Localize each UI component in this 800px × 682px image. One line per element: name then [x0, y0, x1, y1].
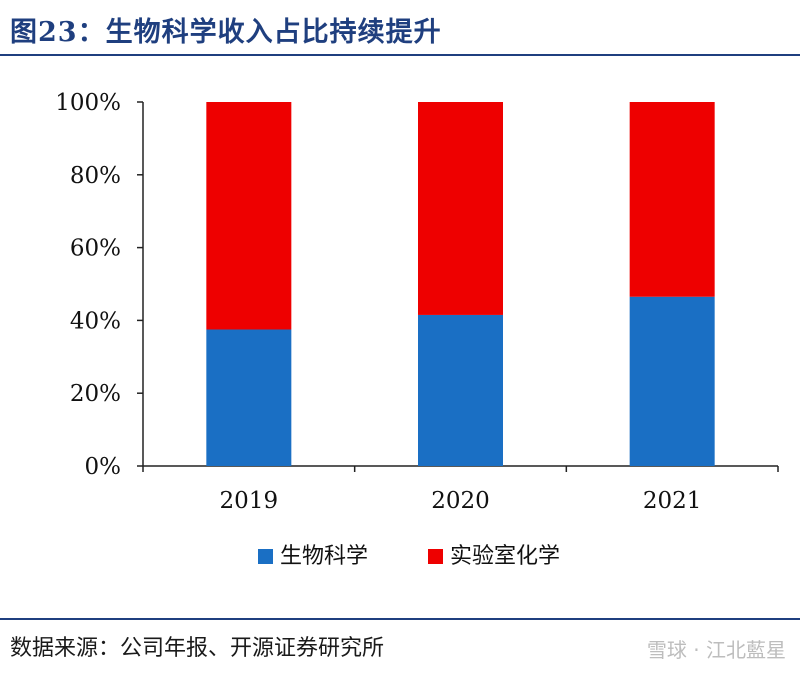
- legend-label: 实验室化学: [450, 544, 560, 569]
- bar-segment-2021-series2: [629, 102, 715, 297]
- y-tick-label: 100%: [55, 90, 121, 116]
- y-tick-label: 40%: [70, 308, 121, 334]
- x-category-label: 2020: [431, 488, 490, 514]
- legend-label: 生物科学: [280, 544, 368, 569]
- x-category-label: 2021: [643, 488, 702, 514]
- watermark: 雪球 · 江北藍星: [646, 638, 786, 662]
- y-tick-label: 20%: [70, 381, 121, 407]
- y-tick-label: 60%: [70, 236, 121, 262]
- y-tick-label: 80%: [70, 163, 121, 189]
- legend-swatch: [258, 549, 273, 564]
- title-divider: [0, 54, 800, 56]
- x-category-labels: 2019 2020 2021: [220, 488, 702, 514]
- legend: 生物科学 实验室化学: [258, 544, 560, 569]
- data-source-note: 数据来源：公司年报、开源证券研究所: [10, 636, 385, 661]
- stacked-bar-chart: 0% 20% 40% 60% 80% 100% 2019 2020 2021 生物科学 实验室化…: [55, 90, 779, 569]
- bar-segment-2021-series1: [629, 296, 715, 466]
- bar-segment-2019-series1: [206, 329, 292, 466]
- bars: [206, 102, 715, 466]
- legend-swatch: [428, 549, 443, 564]
- y-tick-labels: 0% 20% 40% 60% 80% 100%: [55, 90, 121, 480]
- y-tick-label: 0%: [85, 454, 122, 480]
- bar-segment-2019-series2: [206, 102, 292, 330]
- footer-divider: [0, 618, 800, 620]
- bar-segment-2020-series2: [418, 102, 503, 315]
- x-category-label: 2019: [220, 488, 279, 514]
- chart-title: 图23：生物科学收入占比持续提升: [10, 17, 442, 48]
- bar-segment-2020-series1: [418, 314, 503, 466]
